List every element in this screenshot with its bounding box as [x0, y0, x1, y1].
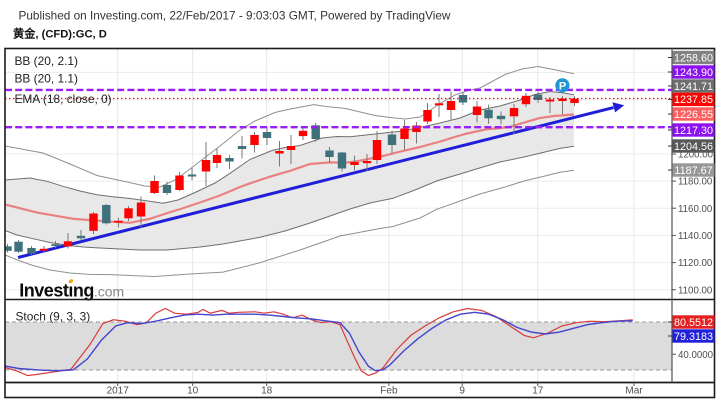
svg-text:2017: 2017 — [107, 386, 130, 397]
svg-text:1241.71: 1241.71 — [674, 81, 713, 93]
svg-text:Mar: Mar — [625, 386, 643, 397]
svg-text:BB (20, 1.1): BB (20, 1.1) — [15, 72, 78, 86]
svg-text:1243.90: 1243.90 — [674, 67, 713, 79]
svg-text:Stoch (9, 3, 3): Stoch (9, 3, 3) — [16, 310, 91, 324]
svg-text:Feb: Feb — [380, 386, 398, 397]
svg-text:1120.00: 1120.00 — [678, 258, 713, 269]
svg-text:1258.60: 1258.60 — [674, 52, 713, 64]
svg-text:1180.00: 1180.00 — [678, 177, 713, 188]
svg-text:9: 9 — [459, 386, 465, 397]
svg-text:Investıng.com: Investıng.com — [19, 281, 124, 301]
svg-text:P: P — [559, 80, 566, 92]
svg-text:1187.67: 1187.67 — [674, 165, 712, 177]
svg-text:10: 10 — [187, 386, 199, 397]
svg-text:1160.00: 1160.00 — [678, 204, 713, 215]
svg-text:1100.00: 1100.00 — [678, 285, 713, 296]
svg-text:EMA (18, close, 0): EMA (18, close, 0) — [15, 92, 112, 106]
svg-text:1237.85: 1237.85 — [674, 94, 713, 106]
svg-text:79.3183: 79.3183 — [674, 331, 713, 343]
svg-text:1200.00: 1200.00 — [678, 150, 714, 161]
svg-text:17: 17 — [532, 386, 544, 397]
svg-text:BB (20, 2.1): BB (20, 2.1) — [15, 54, 78, 68]
svg-text:1217.30: 1217.30 — [674, 125, 713, 137]
svg-text:40.0000: 40.0000 — [678, 350, 714, 361]
svg-text:1204.56: 1204.56 — [674, 141, 713, 153]
svg-text:80.5512: 80.5512 — [674, 317, 713, 329]
svg-text:1140.00: 1140.00 — [678, 231, 713, 242]
svg-text:黄金, (CFD):GC, D: 黄金, (CFD):GC, D — [13, 27, 107, 41]
svg-text:1226.55: 1226.55 — [674, 109, 713, 121]
svg-text:Published on Investing.com, 22: Published on Investing.com, 22/Feb/2017 … — [19, 9, 451, 23]
svg-text:18: 18 — [261, 386, 273, 397]
